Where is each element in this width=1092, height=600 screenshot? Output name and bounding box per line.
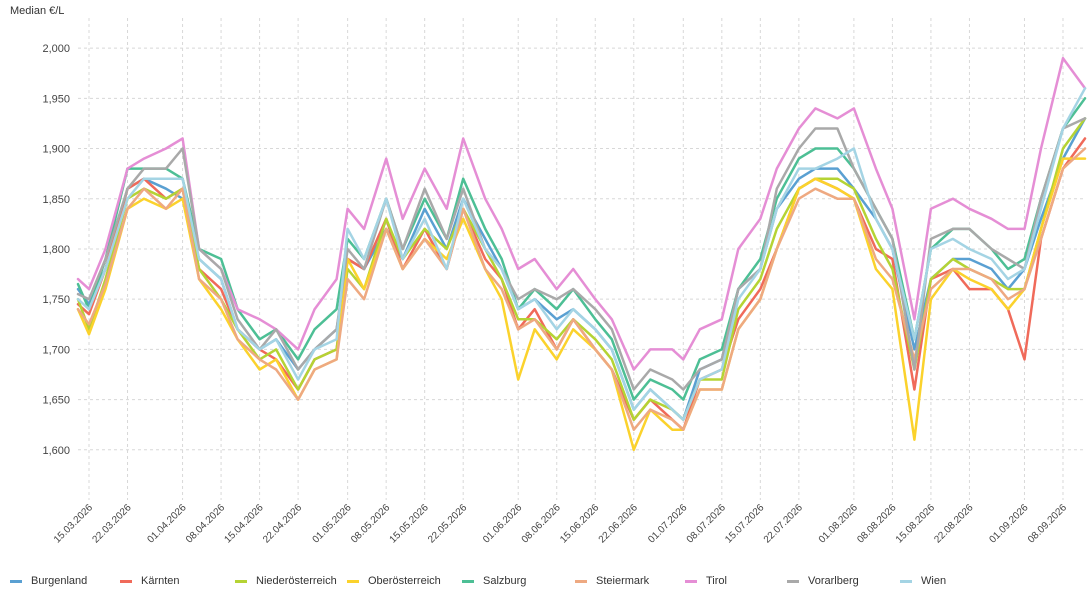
y-tick-label: 1,750 bbox=[42, 294, 70, 306]
y-axis-label: Median €/L bbox=[10, 5, 65, 17]
x-tick-label: 01.04.2026 bbox=[145, 502, 188, 545]
series-line-wien bbox=[76, 87, 1087, 421]
series-line-tirol bbox=[76, 56, 1087, 371]
y-tick-label: 1,700 bbox=[42, 344, 70, 356]
legend-label: Vorarlberg bbox=[808, 575, 859, 587]
legend-item[interactable]: Niederösterreich bbox=[235, 575, 337, 587]
legend-label: Oberösterreich bbox=[368, 575, 441, 587]
legend-swatch bbox=[575, 579, 587, 583]
legend-item[interactable]: Kärnten bbox=[120, 575, 180, 587]
x-tick-label: 22.04.2026 bbox=[261, 502, 304, 545]
legend-swatch bbox=[347, 579, 359, 583]
legend-label: Niederösterreich bbox=[256, 575, 337, 587]
legend-item[interactable]: Burgenland bbox=[10, 575, 87, 587]
y-tick-label: 1,800 bbox=[42, 244, 70, 256]
x-tick-label: 08.09.2026 bbox=[1026, 502, 1069, 545]
legend-swatch bbox=[787, 579, 799, 583]
legend-item[interactable]: Vorarlberg bbox=[787, 575, 859, 587]
legend-label: Steiermark bbox=[596, 575, 650, 587]
y-tick-label: 1,950 bbox=[42, 93, 70, 105]
x-tick-label: 08.05.2026 bbox=[349, 502, 392, 545]
legend-item[interactable]: Salzburg bbox=[462, 575, 526, 587]
legend-swatch bbox=[900, 579, 912, 583]
legend-swatch bbox=[235, 579, 247, 583]
chart-grid bbox=[78, 18, 1085, 500]
x-tick-label: 08.04.2026 bbox=[184, 502, 227, 545]
y-tick-label: 1,650 bbox=[42, 395, 70, 407]
legend-item[interactable]: Wien bbox=[900, 575, 946, 587]
series-line-vorarlberg bbox=[76, 117, 1087, 391]
x-tick-label: 08.07.2026 bbox=[685, 502, 728, 545]
x-tick-label: 01.09.2026 bbox=[987, 502, 1030, 545]
series-line-burgenland bbox=[76, 117, 1087, 421]
y-tick-label: 1,600 bbox=[42, 445, 70, 457]
x-tick-label: 08.06.2026 bbox=[520, 502, 563, 545]
legend-label: Tirol bbox=[706, 575, 727, 587]
legend-label: Burgenland bbox=[31, 575, 88, 587]
y-axis-ticks: 1,600 1,650 1,700 1,750 1,800 1,850 1,900 1,950… bbox=[42, 43, 70, 457]
legend-label: Wien bbox=[921, 575, 947, 587]
legend-swatch bbox=[120, 579, 132, 583]
x-tick-label: 15.06.2026 bbox=[558, 502, 601, 545]
y-tick-label: 1,900 bbox=[42, 144, 70, 156]
legend-label: Salzburg bbox=[483, 575, 527, 587]
x-tick-label: 15.08.2026 bbox=[894, 502, 937, 545]
chart-legend: Burgenland Kärnten Niederösterreich Oberöst… bbox=[10, 575, 1090, 591]
x-tick-label: 01.06.2026 bbox=[481, 502, 524, 545]
legend-swatch bbox=[10, 579, 22, 583]
x-tick-label: 22.06.2026 bbox=[597, 502, 640, 545]
x-tick-label: 01.08.2026 bbox=[817, 502, 860, 545]
x-tick-label: 01.07.2026 bbox=[646, 502, 689, 545]
x-tick-label: 22.03.2026 bbox=[90, 502, 133, 545]
x-tick-label: 08.08.2026 bbox=[855, 502, 898, 545]
legend-item[interactable]: Steiermark bbox=[575, 575, 649, 587]
x-tick-label: 15.07.2026 bbox=[723, 502, 766, 545]
y-tick-label: 1,850 bbox=[42, 194, 70, 206]
legend-label: Kärnten bbox=[141, 575, 180, 587]
x-tick-label: 22.08.2026 bbox=[932, 502, 975, 545]
legend-item[interactable]: Oberösterreich bbox=[347, 575, 441, 587]
legend-swatch bbox=[462, 579, 474, 583]
x-tick-label: 22.07.2026 bbox=[762, 502, 805, 545]
x-tick-label: 15.03.2026 bbox=[52, 502, 95, 545]
x-tick-label: 22.05.2026 bbox=[426, 502, 469, 545]
x-tick-label: 15.05.2026 bbox=[388, 502, 431, 545]
y-tick-label: 2,000 bbox=[42, 43, 70, 55]
x-tick-label: 01.05.2026 bbox=[311, 502, 354, 545]
line-chart: 1,600 1,650 1,700 1,750 1,800 1,850 1,900 1,950… bbox=[42, 18, 1087, 546]
chart-series bbox=[76, 56, 1087, 452]
series-line-nieder-sterreich bbox=[76, 117, 1087, 421]
legend-swatch bbox=[685, 579, 697, 583]
legend-item[interactable]: Tirol bbox=[685, 575, 727, 587]
x-tick-label: 15.04.2026 bbox=[223, 502, 266, 545]
series-line-steiermark bbox=[76, 147, 1087, 431]
